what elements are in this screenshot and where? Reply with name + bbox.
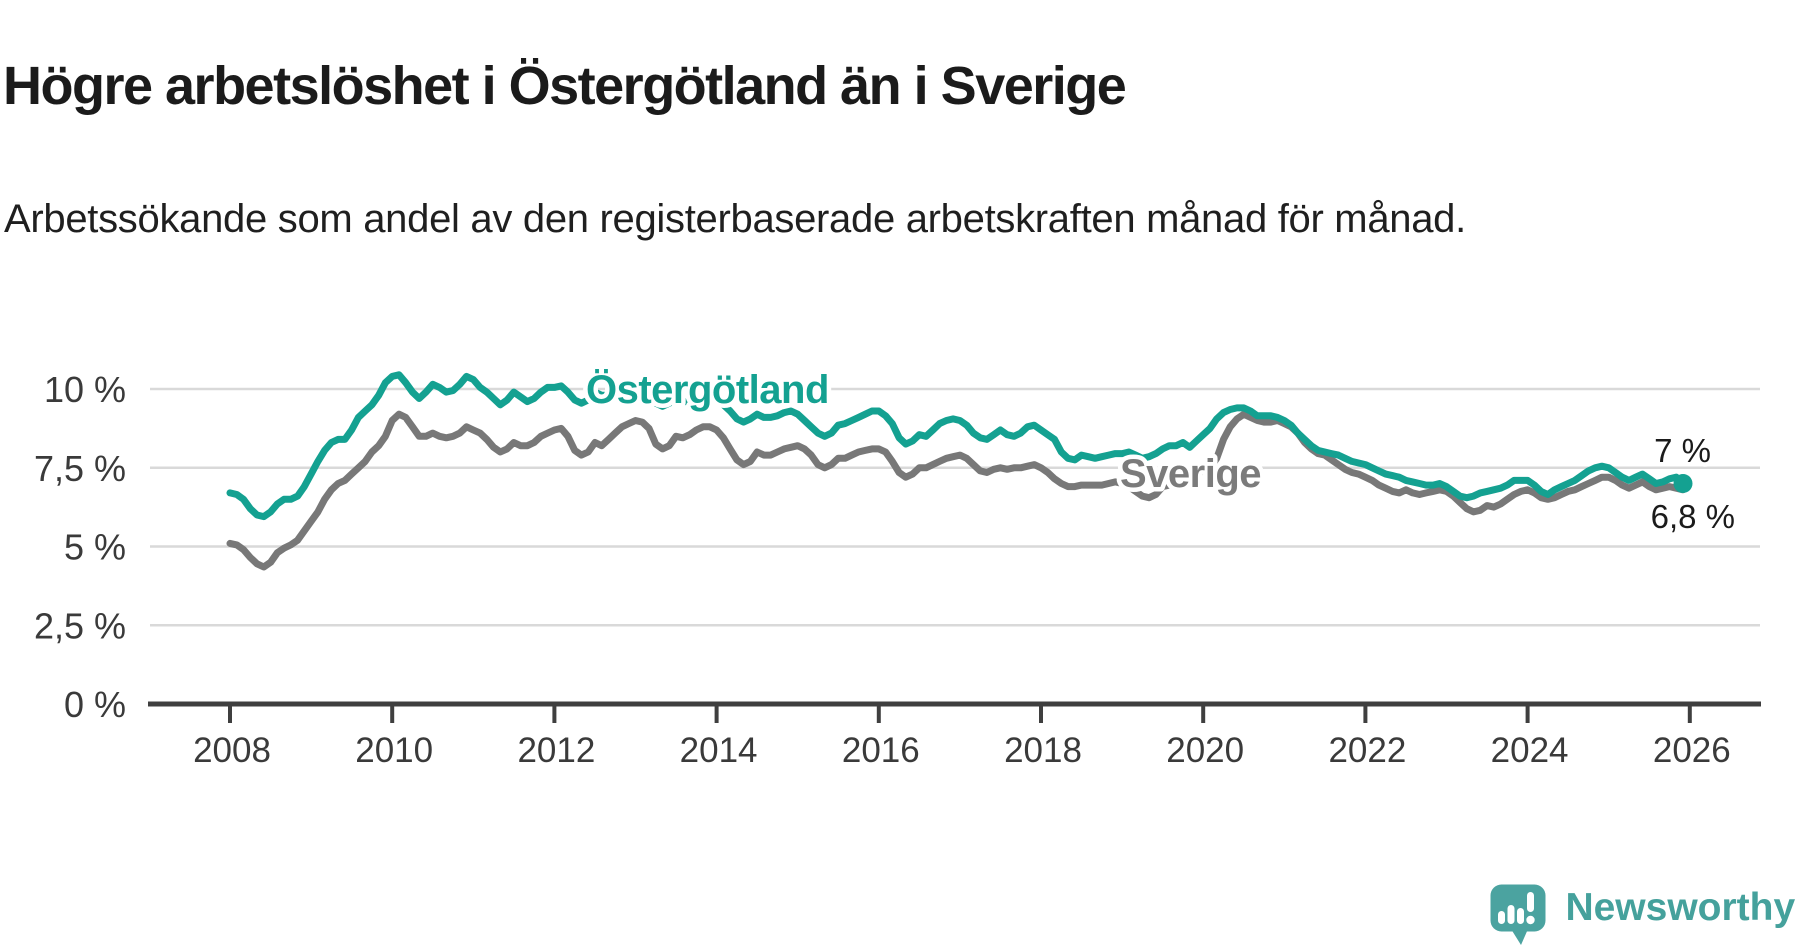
- x-axis-tick-label: 2012: [517, 731, 595, 770]
- y-axis-tick-label: 2,5 %: [34, 605, 126, 646]
- y-axis-tick-label: 0 %: [64, 684, 126, 725]
- newsworthy-branding: Newsworthy: [1490, 884, 1795, 948]
- newsworthy-logo-icon: [1490, 884, 1546, 945]
- y-axis-tick-label: 10 %: [44, 369, 126, 410]
- series-label-sverige: Sverige: [1120, 452, 1261, 496]
- chart-subtitle: Arbetssökande som andel av den registerb…: [4, 197, 1466, 241]
- x-axis-tick-label: 2018: [1004, 731, 1082, 770]
- grid-layer: 0 % 2,5 % 5 % 7,5 % 10 % 2008 2010 2012 2014 2016…: [34, 369, 1761, 770]
- series-layer: [226, 371, 1693, 571]
- x-axis-tick-label: 2022: [1328, 731, 1406, 770]
- chart-title: Högre arbetslöshet i Östergötland än i S…: [3, 56, 1127, 117]
- x-axis-tick-label: 2026: [1653, 731, 1731, 770]
- x-axis-tick-label: 2024: [1491, 731, 1569, 770]
- x-axis-tick-label: 2016: [842, 731, 920, 770]
- brand-name: Newsworthy: [1565, 886, 1796, 929]
- end-value-label-ostergotland: 7 %: [1654, 432, 1711, 469]
- y-axis-tick-label: 7,5 %: [34, 448, 126, 489]
- series-label-ostergotland: Östergötland: [586, 367, 829, 412]
- x-axis-tick-label: 2014: [680, 731, 758, 770]
- series-end-dot-ostergotland: [1673, 474, 1693, 493]
- y-axis-tick-label: 5 %: [64, 527, 126, 568]
- x-axis-tick-label: 2020: [1166, 731, 1244, 770]
- end-value-label-sverige: 6,8 %: [1651, 498, 1735, 535]
- series-line-ostergotland: [226, 371, 1687, 521]
- series-line-sverige: [226, 410, 1687, 571]
- x-axis-tick-label: 2008: [193, 731, 271, 770]
- x-axis-tick-label: 2010: [355, 731, 433, 770]
